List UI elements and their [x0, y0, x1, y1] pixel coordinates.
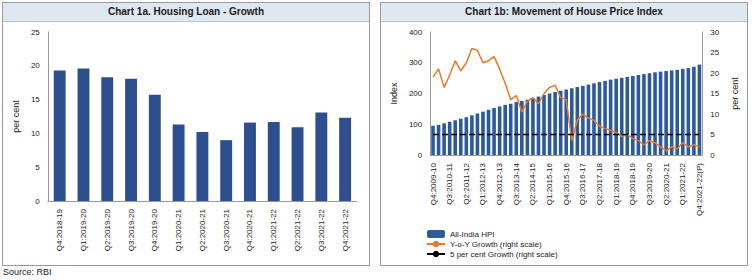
svg-text:400: 400 — [409, 28, 423, 37]
svg-text:10: 10 — [31, 129, 40, 138]
svg-text:Q1:2018-19: Q1:2018-19 — [612, 162, 621, 205]
svg-text:Q4:2018-19: Q4:2018-19 — [55, 208, 64, 251]
svg-text:Q2:2011-12: Q2:2011-12 — [462, 162, 471, 204]
svg-text:Q2:2019-20: Q2:2019-20 — [103, 208, 112, 251]
svg-text:Q4:2012-13: Q4:2012-13 — [495, 162, 504, 205]
svg-text:Q4:2015-16: Q4:2015-16 — [562, 162, 571, 205]
svg-text:300: 300 — [409, 58, 423, 67]
html-text:Chart 1b: Movement of House Pr: Chart 1b: Movement of House Price Index — [465, 6, 663, 17]
svg-text:Q2:2020-21: Q2:2020-21 — [198, 208, 207, 251]
svg-text:10: 10 — [710, 110, 719, 119]
svg-text:Q4:2021-22: Q4:2021-22 — [341, 208, 350, 251]
svg-text:100: 100 — [409, 120, 423, 129]
svg-text:Q2:2021-22: Q2:2021-22 — [293, 208, 302, 251]
svg-text:15: 15 — [710, 89, 719, 98]
svg-text:Q3:2013-14: Q3:2013-14 — [512, 162, 521, 205]
svg-text:Q1:2012-13: Q1:2012-13 — [478, 162, 487, 205]
svg-text:Q3:2010-11: Q3:2010-11 — [445, 162, 454, 204]
svg-text:Q1:2021-22: Q1:2021-22 — [678, 162, 687, 205]
svg-text:Q1:2020-21: Q1:2020-21 — [174, 208, 183, 251]
svg-text:Y-o-Y Growth (right scale): Y-o-Y Growth (right scale) — [450, 240, 542, 249]
svg-text:Q2:2020-21: Q2:2020-21 — [662, 162, 671, 205]
svg-text:Q4:2019-20: Q4:2019-20 — [150, 208, 159, 251]
svg-text:Q1:2021-22: Q1:2021-22 — [269, 208, 278, 251]
svg-text:25: 25 — [710, 48, 719, 57]
svg-text:Q3:2016-17: Q3:2016-17 — [578, 162, 587, 205]
svg-text:Q4:2020-21: Q4:2020-21 — [245, 208, 254, 251]
svg-text:Q1:2015-16: Q1:2015-16 — [545, 162, 554, 205]
svg-text:25: 25 — [31, 28, 40, 37]
svg-text:Q1:2019-20: Q1:2019-20 — [79, 208, 88, 251]
svg-text:per cent: per cent — [730, 77, 740, 110]
svg-text:0: 0 — [418, 151, 423, 160]
svg-text:20: 20 — [31, 61, 40, 70]
svg-text:All-India HPI: All-India HPI — [450, 230, 494, 239]
svg-text:Q2:2017-18: Q2:2017-18 — [595, 162, 604, 205]
svg-text:Q3:2021-22: Q3:2021-22 — [317, 208, 326, 251]
svg-text:0: 0 — [710, 151, 715, 160]
svg-text:20: 20 — [710, 69, 719, 78]
html-text:Chart 1a. Housing Loan - Growt: Chart 1a. Housing Loan - Growth — [107, 6, 265, 17]
svg-text:0: 0 — [35, 197, 40, 206]
svg-text:Q4:2009-10: Q4:2009-10 — [429, 162, 438, 205]
html-text:Source: RBI: Source: RBI — [3, 267, 52, 277]
svg-text:30: 30 — [710, 28, 719, 37]
svg-text:Q3:2019-20: Q3:2019-20 — [127, 208, 136, 251]
svg-text:Index: Index — [389, 82, 399, 105]
svg-text:5 per cent Growth (right scale: 5 per cent Growth (right scale) — [450, 250, 558, 259]
svg-text:5: 5 — [35, 163, 40, 172]
svg-text:200: 200 — [409, 89, 423, 98]
svg-text:15: 15 — [31, 95, 40, 104]
svg-text:5: 5 — [710, 130, 715, 139]
svg-text:Q4:2021-22(P): Q4:2021-22(P) — [695, 163, 704, 216]
svg-text:Q3:2020-21: Q3:2020-21 — [222, 208, 231, 251]
svg-text:per cent: per cent — [11, 100, 21, 133]
svg-text:Q4:2018-19: Q4:2018-19 — [628, 162, 637, 205]
svg-text:Q2:2014-15: Q2:2014-15 — [528, 162, 537, 205]
svg-text:Q3:2019-20: Q3:2019-20 — [645, 162, 654, 205]
